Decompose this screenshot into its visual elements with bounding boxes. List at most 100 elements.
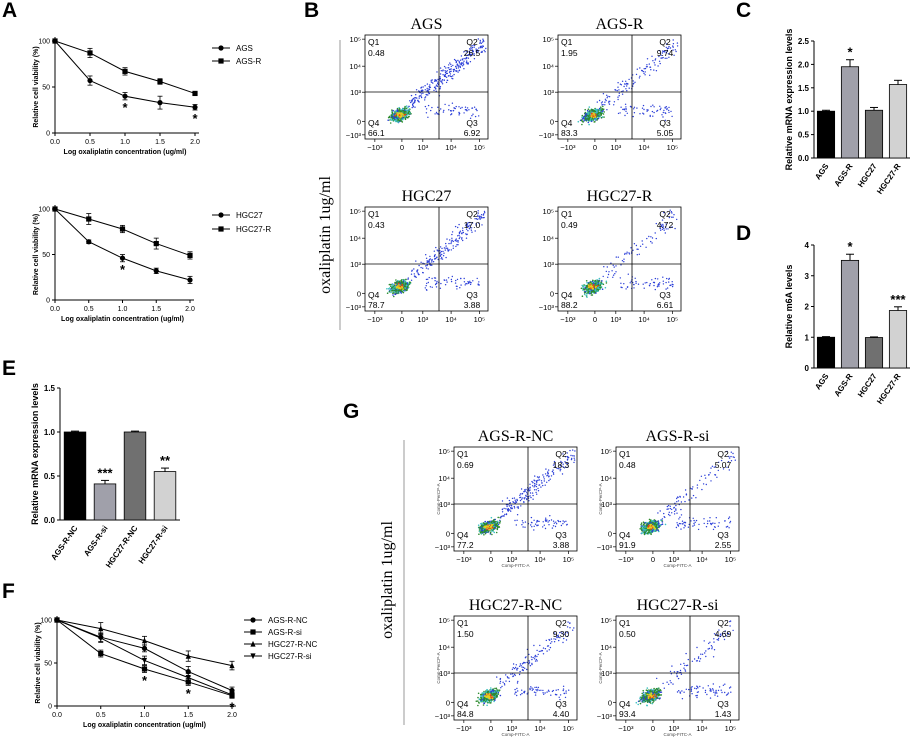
flow-dot-sparse <box>550 519 553 521</box>
flow-dot <box>489 532 492 534</box>
flow-dot <box>390 119 393 121</box>
flow-dot <box>587 292 589 294</box>
flow-dot-sparse <box>455 245 457 248</box>
q2-label: Q2 <box>659 209 671 219</box>
flow-dot-sparse <box>413 275 416 277</box>
flow-dot-sparse <box>445 76 448 79</box>
legend-label: AGS-R-si <box>268 628 302 637</box>
flow-dot <box>477 524 480 526</box>
flow-dot-sparse <box>517 506 519 508</box>
data-point-AGS-R <box>122 68 128 74</box>
flow-dot-sparse <box>626 253 628 255</box>
flow-dot-sparse <box>442 74 444 76</box>
flow-dot-sparse <box>530 496 532 499</box>
flow-dot-sparse <box>643 72 645 75</box>
flow-dot-sparse <box>549 478 551 480</box>
flow-dot-sparse <box>565 524 568 526</box>
flow-dot-sparse <box>430 109 432 112</box>
flow-dot-sparse <box>659 108 661 111</box>
bar-HGC27 <box>864 109 884 159</box>
flow-dot-sparse <box>471 107 473 109</box>
flow-x-tick-label: −10³ <box>367 315 383 324</box>
flow-dot-sparse <box>545 517 547 519</box>
flow-dot-sparse <box>451 233 453 236</box>
flow-dot-sparse <box>693 522 695 525</box>
flow-dot-sparse <box>679 496 681 498</box>
flow-dot-sparse <box>666 107 668 110</box>
flow-dot-sparse <box>536 481 538 483</box>
flow-dot-sparse <box>675 50 677 53</box>
flow-dot-sparse <box>638 253 640 255</box>
flow-dot-sparse <box>529 492 532 494</box>
flow-y-tick-label: 10³ <box>543 260 554 269</box>
flow-dot-sparse <box>533 519 535 521</box>
flow-x-tick-label: 10⁵ <box>474 143 485 152</box>
flow-dot-sparse <box>436 282 438 284</box>
flow-dot-sparse <box>457 71 459 73</box>
flow-dot-sparse <box>551 527 554 529</box>
q1-value: 0.69 <box>457 460 474 470</box>
flow-dot-sparse <box>436 71 438 73</box>
q4-label: Q4 <box>561 290 573 300</box>
flow-dot-sparse <box>620 282 622 284</box>
panel-letter-a: A <box>2 0 17 22</box>
bar-HGC27 <box>864 337 884 369</box>
flow-dot-sparse <box>521 524 523 526</box>
flow-dot-sparse <box>552 525 555 527</box>
flow-dot-sparse <box>653 284 655 287</box>
flow-dot-sparse <box>551 470 554 473</box>
q1-value: 0.43 <box>368 220 385 230</box>
flow-dot-sparse <box>414 106 416 108</box>
flow-dot <box>405 278 407 281</box>
flow-y-tick-label: 0 <box>357 289 361 298</box>
y-tick-label: 1.0 <box>44 428 56 437</box>
flow-dot-sparse <box>460 277 462 280</box>
flow-dot <box>600 106 602 108</box>
flow-dot <box>587 121 590 124</box>
q4-value: 66.1 <box>368 128 385 138</box>
flow-dot-sparse <box>632 249 634 251</box>
flow-dot <box>602 105 604 108</box>
flow-dot-sparse <box>646 66 648 68</box>
y-tick-label: 1 <box>805 333 810 342</box>
flow-dot-sparse <box>652 115 654 117</box>
flow-dot-sparse <box>545 520 547 522</box>
flow-dot-sparse <box>444 71 447 74</box>
flow-dot-sparse <box>601 104 603 106</box>
flow-dot-sparse <box>543 478 545 480</box>
flow-dot <box>599 282 601 285</box>
flow-dot-core <box>590 286 593 288</box>
flow-dot-sparse <box>407 277 409 279</box>
flow-dot-sparse <box>515 500 517 503</box>
y-tick-label: 0 <box>46 298 50 305</box>
flow-dot <box>597 112 599 115</box>
panel-g-side-label: oxaliplatin 1ug/ml <box>379 521 396 639</box>
flow-dot-sparse <box>430 81 432 83</box>
flow-dot <box>651 519 653 522</box>
flow-dot-sparse <box>711 465 714 467</box>
flow-dot-sparse <box>458 114 460 116</box>
flow-dot-sparse <box>517 507 519 509</box>
y-tick-label: 2 <box>805 303 810 312</box>
flow-dot <box>587 282 590 285</box>
flow-dot <box>599 288 601 291</box>
flow-dot-sparse <box>613 104 615 106</box>
flow-dot <box>660 519 662 522</box>
flow-dot-sparse <box>668 106 670 109</box>
flow-dot-sparse <box>510 507 512 509</box>
flow-dot-sparse <box>554 525 557 528</box>
flow-dot <box>388 287 391 289</box>
data-point-HGC27 <box>187 277 193 283</box>
flow-dot-sparse <box>635 282 637 284</box>
flow-dot-core <box>404 113 407 116</box>
flow-dot-sparse <box>676 512 678 514</box>
flow-dot-sparse <box>482 38 484 40</box>
flow-dot <box>404 118 407 121</box>
flow-dot-sparse <box>431 277 433 280</box>
flow-dot-sparse <box>542 474 544 476</box>
data-point-AGS <box>157 100 163 106</box>
flow-dot-sparse <box>417 272 419 274</box>
flow-dot-sparse <box>480 47 482 49</box>
flow-scatter-points <box>387 38 487 124</box>
